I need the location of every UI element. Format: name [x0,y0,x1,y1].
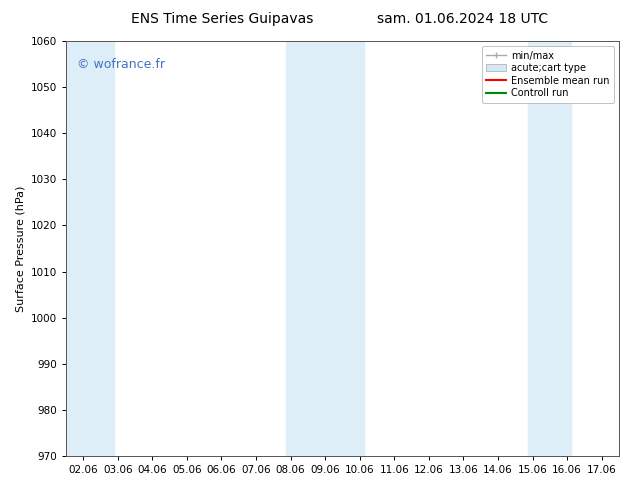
Text: sam. 01.06.2024 18 UTC: sam. 01.06.2024 18 UTC [377,12,548,26]
Bar [287,41,364,456]
Bar [66,41,113,456]
Bar [528,41,571,456]
Text: ENS Time Series Guipavas: ENS Time Series Guipavas [131,12,313,26]
Legend: min/max, acute;cart type, Ensemble mean run, Controll run: min/max, acute;cart type, Ensemble mean … [482,46,614,103]
Y-axis label: Surface Pressure (hPa): Surface Pressure (hPa) [15,185,25,312]
Text: © wofrance.fr: © wofrance.fr [77,58,165,71]
